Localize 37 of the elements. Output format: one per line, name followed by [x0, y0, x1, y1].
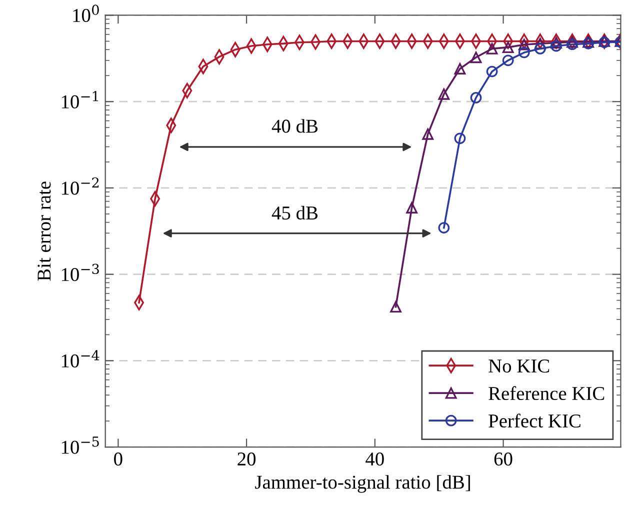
y-axis-title: Bit error rate: [38, 182, 51, 281]
x-tick-label: 20: [238, 452, 256, 466]
legend-label: Reference KIC: [488, 386, 604, 400]
y-tick-label: 10$^{0}$: [73, 4, 99, 22]
point: [534, 42, 546, 54]
point: [550, 40, 562, 52]
point: [502, 42, 514, 54]
annotation: 45 dB: [272, 206, 318, 220]
point: [470, 52, 482, 64]
point: [486, 42, 498, 54]
x-axis-title: Jammer-to-signal ratio [dB]: [255, 475, 470, 493]
point: [566, 36, 578, 48]
x-tick-label: 0: [114, 452, 122, 466]
x-tick-label: 40: [366, 452, 384, 466]
y-tick-label: 10$^{−2}$: [62, 177, 99, 195]
point: [438, 88, 450, 100]
point: [518, 38, 530, 50]
legend-label: No KIC: [488, 360, 550, 373]
point: [518, 46, 530, 58]
x-tick-label: 60: [494, 452, 512, 466]
point: [406, 202, 418, 214]
y-tick-label: 10$^{−1}$: [62, 91, 98, 108]
y-tick-label: 10$^{−3}$: [62, 264, 99, 282]
point: [454, 132, 466, 144]
point: [550, 37, 562, 48]
y-tick-label: 10$^{−4}$: [62, 350, 100, 368]
point: [486, 66, 498, 78]
y-tick-label: 10$^{−5}$: [62, 436, 99, 454]
point: [502, 54, 514, 66]
point: [566, 38, 578, 50]
point: [422, 128, 434, 140]
point: [454, 63, 466, 74]
point: [438, 222, 450, 234]
point: [470, 92, 482, 104]
legend-label: Perfect KIC: [488, 414, 580, 428]
annotation: 40 dB: [272, 119, 318, 133]
point: [390, 301, 402, 313]
